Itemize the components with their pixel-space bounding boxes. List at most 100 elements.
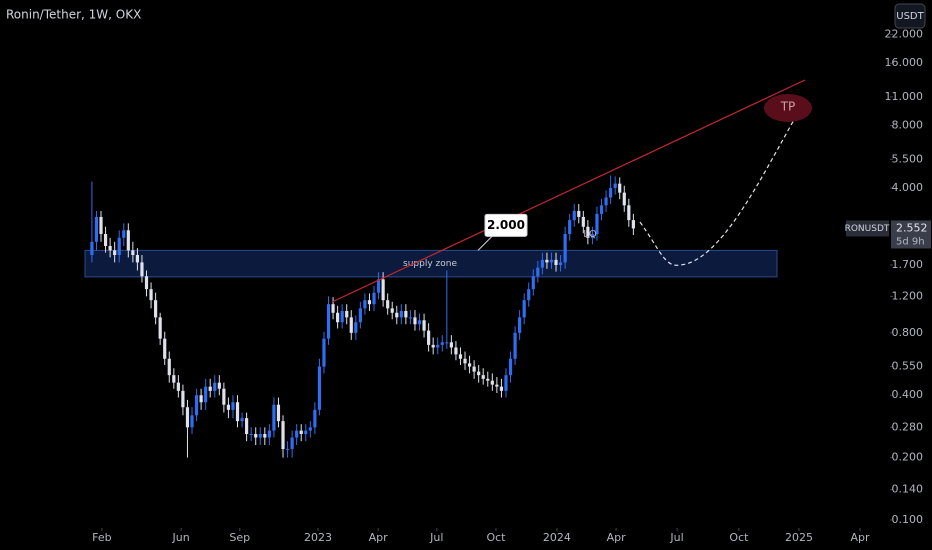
- candle-body: [172, 375, 176, 383]
- candle-body: [540, 259, 544, 268]
- candle-body: [204, 386, 208, 403]
- zone-layer: supply zone: [84, 249, 778, 278]
- candle-body: [199, 395, 203, 403]
- candle-body: [276, 404, 281, 422]
- projection-path: [639, 117, 796, 266]
- x-tick-label: Jul: [429, 531, 443, 544]
- y-tick-label: 16.000: [885, 56, 924, 69]
- candle-body: [413, 317, 417, 325]
- y-tick-label: 11.000: [885, 90, 924, 103]
- x-tick-label: Oct: [486, 531, 506, 544]
- candle-body: [486, 378, 490, 381]
- candle-body: [163, 338, 167, 359]
- candles: [90, 175, 635, 458]
- candle-body: [245, 418, 249, 435]
- candle-body: [440, 342, 444, 345]
- candle-body: [554, 259, 558, 266]
- candle-body: [135, 254, 140, 263]
- price-tag-value: 2.552: [896, 221, 928, 234]
- tp-label: TP: [780, 100, 796, 114]
- candle-body: [194, 395, 199, 416]
- candle-body: [167, 358, 171, 376]
- candle-body: [235, 402, 240, 422]
- price-tag-box: [891, 220, 931, 249]
- candle-body: [295, 430, 299, 438]
- y-tick-label: 22.000: [885, 28, 924, 41]
- candle-body: [422, 320, 426, 331]
- candle-body: [103, 233, 108, 246]
- candle-body: [495, 384, 499, 387]
- candle-body: [508, 358, 513, 376]
- candle-body: [604, 197, 608, 206]
- candle-body: [631, 220, 635, 229]
- candle-body: [94, 216, 99, 242]
- candle-body: [308, 427, 312, 431]
- candle-body: [404, 310, 408, 318]
- candle-body: [449, 342, 453, 348]
- candle-body: [185, 407, 190, 428]
- candle-body: [154, 300, 158, 318]
- candle-body: [144, 276, 149, 290]
- candle-body: [504, 375, 508, 391]
- x-tick-label: Apr: [369, 531, 389, 544]
- y-tick-label: 8.000: [892, 119, 924, 132]
- candle-body: [445, 342, 449, 344]
- candle-body: [304, 430, 308, 435]
- candle-body: [176, 382, 180, 391]
- callout-label: 2.000: [487, 218, 525, 232]
- candle-body: [536, 267, 540, 277]
- candle-body: [436, 344, 440, 348]
- candle-body: [231, 402, 235, 410]
- candle-body: [217, 382, 221, 389]
- tp-marker: [764, 94, 812, 122]
- candle-body: [522, 300, 526, 318]
- candle-body: [322, 338, 326, 367]
- candle-body: [158, 317, 162, 339]
- x-tick-label: Jul: [669, 531, 683, 544]
- candle-body: [477, 371, 481, 376]
- x-tick-label: Sep: [229, 531, 250, 544]
- y-tick-label: 4.000: [892, 181, 924, 194]
- candle-body: [226, 404, 231, 410]
- candle-body: [358, 308, 362, 323]
- candle-body: [90, 241, 94, 255]
- candle-body: [545, 259, 549, 263]
- candle-body: [113, 250, 117, 255]
- candle-body: [549, 259, 554, 263]
- candle-body: [381, 279, 385, 301]
- candle-body: [613, 183, 617, 188]
- currency-button[interactable]: [894, 3, 926, 29]
- candle-body: [126, 230, 130, 251]
- supply-zone: [84, 249, 778, 278]
- candle-body: [599, 205, 604, 214]
- candle-body: [417, 320, 422, 325]
- callout-pointer: [477, 236, 493, 251]
- x-tick-label: Oct: [729, 531, 749, 544]
- price-tag-symbol: RONUSDT: [845, 224, 890, 234]
- y-tick-label: 0.550: [892, 360, 924, 373]
- candle-body: [481, 375, 485, 379]
- candle-body: [622, 192, 626, 206]
- candle-body: [340, 310, 344, 323]
- candle-body: [376, 279, 381, 293]
- price-tag-countdown: 5d 9h: [896, 236, 925, 247]
- candle-body: [285, 449, 290, 451]
- candle-body: [363, 300, 367, 309]
- chart-title: Ronin/Tether, 1W, OKX: [6, 8, 141, 22]
- candle-body: [208, 386, 212, 391]
- candle-body: [367, 300, 372, 305]
- candle-body: [590, 233, 595, 238]
- candle-body: [263, 434, 267, 438]
- candle-body: [490, 380, 494, 385]
- x-tick-label: 2025: [785, 531, 813, 544]
- y-tick-label: 5.500: [892, 152, 924, 165]
- candle-body: [249, 434, 253, 436]
- currency-label: USDT: [896, 11, 924, 22]
- candle-body: [427, 330, 431, 345]
- candle-body: [281, 421, 285, 450]
- candle-body: [563, 233, 567, 263]
- y-tick-label: 1.700: [892, 258, 924, 271]
- candle-body: [317, 366, 322, 410]
- candle-body: [518, 317, 522, 333]
